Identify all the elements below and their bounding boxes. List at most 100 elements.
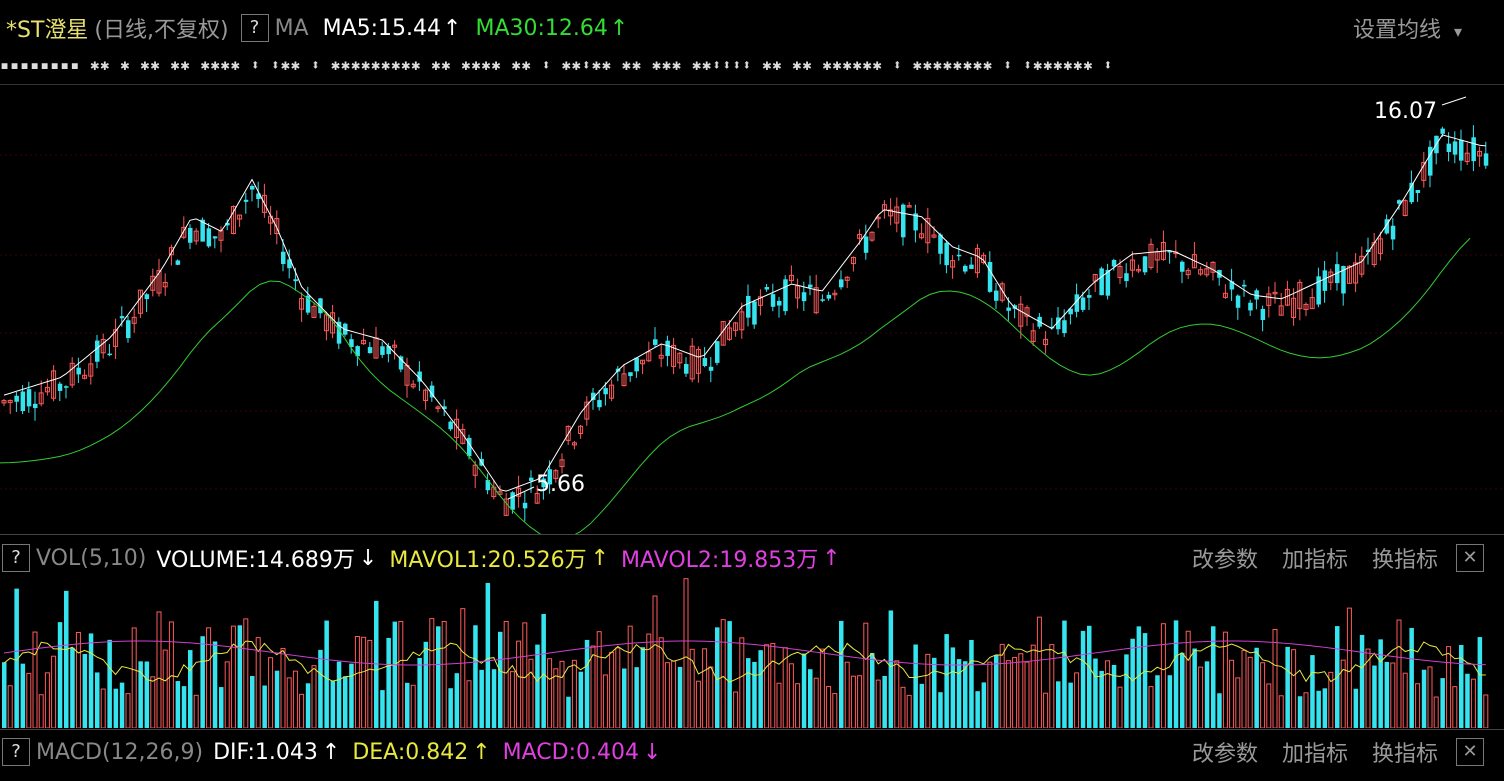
macd-arrow-icon: ↓ bbox=[643, 739, 662, 765]
volume-bar bbox=[894, 660, 900, 728]
candle-body bbox=[168, 247, 174, 256]
volume-chart[interactable] bbox=[0, 576, 1504, 728]
candle-body bbox=[726, 327, 732, 340]
volume-bar bbox=[1005, 660, 1011, 728]
candle-body bbox=[715, 341, 720, 363]
candle-body bbox=[565, 425, 571, 441]
help-button[interactable]: ? bbox=[240, 14, 269, 42]
volume-bar bbox=[733, 691, 739, 728]
volume-bar bbox=[230, 625, 236, 728]
volume-bar bbox=[1291, 649, 1297, 728]
candle-body bbox=[801, 292, 807, 302]
candle-body bbox=[609, 384, 615, 399]
candle-body bbox=[349, 339, 354, 348]
candle-body bbox=[913, 213, 918, 231]
macd-switch-indicator-button[interactable]: 换指标 bbox=[1371, 742, 1438, 767]
volume-bar bbox=[448, 688, 453, 728]
macd-value: MACD:0.404 bbox=[502, 739, 639, 765]
volume-bar bbox=[405, 682, 410, 728]
volume-bar bbox=[622, 668, 627, 728]
candle-body bbox=[603, 388, 608, 395]
volume-bar bbox=[1036, 616, 1042, 728]
candle-body bbox=[969, 264, 974, 269]
volume-bar bbox=[336, 661, 342, 728]
candle-body bbox=[14, 395, 19, 402]
candle-body bbox=[783, 279, 788, 312]
candle-body bbox=[442, 406, 447, 410]
candle-body bbox=[516, 487, 522, 497]
volume-bar bbox=[1167, 675, 1173, 728]
candle-body bbox=[398, 356, 404, 370]
macd-change-params-button[interactable]: 改参数 bbox=[1191, 742, 1258, 767]
volume-bar bbox=[1247, 656, 1253, 728]
volume-bar bbox=[168, 621, 174, 728]
stock-name: *ST澄星 bbox=[6, 18, 89, 43]
candle-body bbox=[1136, 268, 1142, 272]
candle-body bbox=[95, 340, 100, 362]
volume-bar bbox=[1049, 644, 1055, 728]
candle-body bbox=[1322, 270, 1328, 291]
volume-bar bbox=[75, 631, 81, 728]
macd-add-indicator-button[interactable]: 加指标 bbox=[1281, 742, 1348, 767]
vol-close-icon[interactable]: ✕ bbox=[1456, 544, 1484, 572]
volume-bar bbox=[1260, 662, 1266, 728]
ma5-line bbox=[3, 134, 1486, 492]
volume-bar bbox=[882, 675, 887, 728]
candle-body bbox=[435, 406, 441, 409]
candle-body bbox=[206, 228, 212, 247]
vol-help-button[interactable]: ? bbox=[2, 544, 30, 572]
volume-bar bbox=[950, 647, 956, 728]
volume-bar bbox=[609, 651, 615, 728]
volume-bar bbox=[398, 620, 404, 728]
volume-bar bbox=[64, 590, 69, 728]
ma-settings-button[interactable]: 设置均线 ▾ bbox=[1353, 12, 1468, 44]
volume-bar bbox=[938, 692, 943, 728]
volume-bar bbox=[324, 620, 329, 728]
vol-change-params-button[interactable]: 改参数 bbox=[1191, 548, 1258, 573]
volume-bar bbox=[944, 634, 949, 728]
candle-body bbox=[1198, 269, 1204, 275]
vol-add-indicator-button[interactable]: 加指标 bbox=[1281, 548, 1348, 573]
candle-body bbox=[423, 389, 429, 402]
volume-bar bbox=[1105, 660, 1111, 728]
mavol2-value: MAVOL2:19.853万 bbox=[621, 548, 819, 573]
candle-body bbox=[820, 299, 825, 301]
candle-body bbox=[386, 346, 391, 355]
volume-bar bbox=[410, 684, 416, 728]
candle-body bbox=[950, 260, 956, 268]
event-marker-row[interactable]: ▪▪▪▪▪▪▪▪ ✱✱ ✱ ✱✱ ✱✱ ✱✱✱✱ ⬍ ⬍✱✱ ⬍ ✱✱✱✱✱✱✱… bbox=[0, 56, 1114, 74]
volume-bar bbox=[349, 663, 354, 728]
candle-body bbox=[392, 344, 398, 348]
volume-bar bbox=[1136, 626, 1142, 728]
macd-close-icon[interactable]: ✕ bbox=[1456, 738, 1484, 766]
candle-body bbox=[752, 301, 757, 325]
volume-bar bbox=[689, 648, 695, 728]
mavol1-value: MAVOL1:20.526万 bbox=[389, 548, 587, 573]
candle-body bbox=[126, 320, 131, 339]
period-label: (日线,不复权) bbox=[94, 18, 229, 43]
candle-body bbox=[1384, 219, 1390, 234]
volume-bar bbox=[441, 621, 447, 728]
volume-bar bbox=[1130, 638, 1135, 728]
volume-bar bbox=[311, 665, 317, 728]
candle-body bbox=[1402, 200, 1408, 217]
candle-body bbox=[702, 358, 708, 367]
volume-bar bbox=[138, 661, 143, 728]
price-chart[interactable] bbox=[0, 85, 1504, 535]
candle-body bbox=[181, 226, 187, 238]
volume-bar bbox=[219, 687, 224, 728]
vol-switch-indicator-button[interactable]: 换指标 bbox=[1371, 548, 1438, 573]
candle-body bbox=[640, 359, 646, 365]
volume-bar bbox=[26, 672, 32, 728]
volume-bar bbox=[683, 578, 689, 728]
candle-body bbox=[1210, 261, 1216, 273]
candle-body bbox=[1142, 256, 1148, 273]
volume-bar bbox=[819, 648, 825, 728]
macd-help-button[interactable]: ? bbox=[2, 738, 30, 766]
candle-body bbox=[591, 392, 596, 401]
candle-body bbox=[100, 338, 106, 354]
volume-bar bbox=[1185, 630, 1191, 728]
candle-body bbox=[1428, 146, 1433, 176]
volume-bar bbox=[491, 669, 497, 728]
volume-bar bbox=[535, 644, 540, 728]
